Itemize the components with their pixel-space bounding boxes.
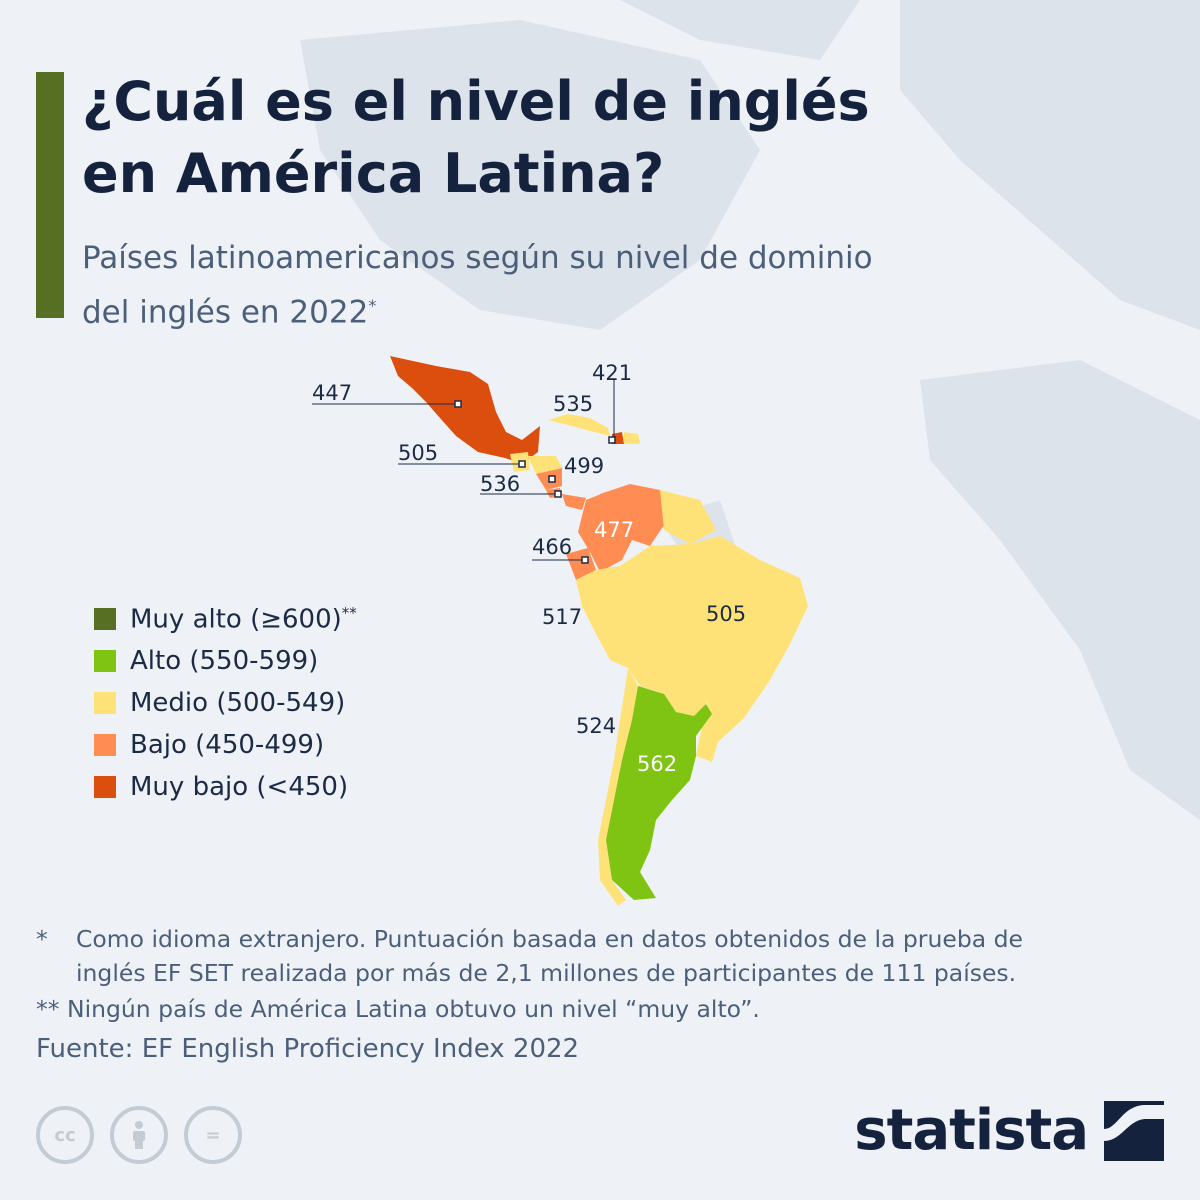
footnote-2: ** Ningún país de América Latina obtuvo … [36,992,760,1026]
value-label-mexico: 447 [312,381,352,405]
region-dominican-republic [624,432,640,444]
legend-item-muy-bajo: Muy bajo (<450) [94,766,357,808]
footnote-text-cont: inglés EF SET realizada por más de 2,1 m… [76,959,1017,987]
legend-footnote-mark: ** [341,603,357,622]
legend-label: Alto (550-599) [130,646,319,676]
statista-logo-icon [1104,1100,1164,1161]
footnote-mark: ** [36,995,60,1023]
value-label-brazil: 505 [706,602,746,626]
region-paraguay [664,680,708,716]
value-label-colombia: 477 [594,518,634,542]
region-argentina [606,686,712,900]
value-label-chile: 524 [576,714,616,738]
source-note: Fuente: EF English Proficiency Index 202… [36,1034,580,1064]
legend-label: Medio (500-549) [130,688,346,718]
region-chile [598,668,638,906]
legend-label: Muy alto (≥600)** [130,604,357,635]
legend-swatch [94,734,116,756]
subtitle-footnote-mark: * [368,296,377,315]
accent-bar [36,72,64,318]
subtitle-text: Países latinoamericanos según su nivel d… [82,240,873,331]
value-label-argentina: 562 [637,752,677,776]
license-icons: cc = [36,1106,258,1164]
nd-icon[interactable]: = [184,1106,242,1164]
page-subtitle: Países latinoamericanos según su nivel d… [82,234,1082,336]
brand-wordmark: statista [854,1098,1089,1163]
region-guianas [660,490,716,544]
page-title: ¿Cuál es el nivel de inglés en América L… [82,70,870,205]
value-label-haiti: 421 [592,361,632,385]
footnote-text: Como idioma extranjero. Puntuación basad… [76,925,1023,953]
legend: Muy alto (≥600)** Alto (550-599) Medio (… [94,598,357,808]
cc-icon[interactable]: cc [36,1106,94,1164]
footnote-mark: * [36,925,48,953]
value-label-costa-rica: 536 [480,472,520,496]
value-label-cuba: 535 [553,392,593,416]
person-icon [133,1121,145,1149]
region-brazil [620,536,808,742]
legend-swatch [94,776,116,798]
value-label-guatemala: 505 [398,441,438,465]
region-bolivia [628,620,688,694]
legend-item-bajo: Bajo (450-499) [94,724,357,766]
statista-logo[interactable]: statista [854,1098,1164,1163]
region-venezuela [600,484,680,546]
legend-item-muy-alto: Muy alto (≥600)** [94,598,357,640]
region-panama [562,494,586,510]
region-honduras [528,456,562,474]
legend-item-medio: Medio (500-549) [94,682,357,724]
region-ecuador [566,548,596,580]
region-colombia [578,492,632,572]
legend-label-text: Muy alto (≥600) [130,604,342,635]
legend-swatch [94,692,116,714]
legend-swatch [94,650,116,672]
legend-swatch [94,608,116,630]
footnote-text: Ningún país de América Latina obtuvo un … [66,995,760,1023]
legend-label: Muy bajo (<450) [130,772,349,802]
region-uruguay [696,736,718,762]
legend-label: Bajo (450-499) [130,730,325,760]
footnote-1: * Como idioma extranjero. Puntuación basa… [36,922,1023,990]
by-icon[interactable] [110,1106,168,1164]
region-cuba [548,414,610,436]
value-label-nicaragua: 499 [564,454,604,478]
value-label-ecuador: 466 [532,535,572,559]
legend-item-alto: Alto (550-599) [94,640,357,682]
value-label-peru: 517 [542,605,582,629]
region-peru [576,566,652,668]
region-mexico [390,356,540,464]
